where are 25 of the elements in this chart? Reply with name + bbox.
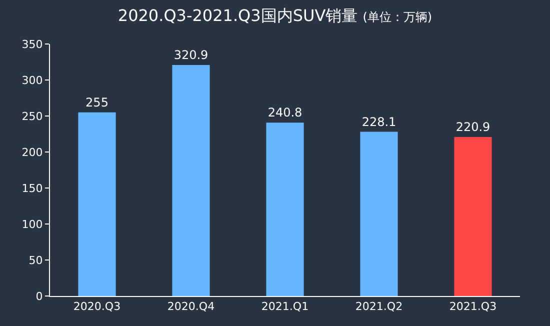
bar: [78, 112, 116, 296]
y-tick-label: 0: [36, 290, 43, 303]
y-tick-label: 350: [22, 38, 43, 51]
x-tick-label: 2020.Q3: [73, 300, 121, 314]
data-label: 220.9: [456, 120, 490, 134]
data-label: 228.1: [362, 114, 396, 129]
y-tick-label: 100: [22, 218, 43, 231]
bar: [172, 64, 210, 296]
chart-title: 2020.Q3-2021.Q3国内SUV销量: [118, 6, 358, 25]
y-tick-label: 150: [22, 182, 43, 195]
chart-subtitle: (单位：万辆): [362, 10, 432, 24]
data-label: 320.9: [174, 48, 208, 62]
x-tick-label: 2021.Q1: [261, 300, 309, 314]
data-label: 255: [86, 95, 108, 110]
bar: [266, 122, 304, 296]
bar: [454, 136, 492, 296]
y-tick-label: 50: [28, 254, 43, 267]
bar: [360, 132, 398, 296]
y-tick-label: 250: [22, 110, 43, 123]
data-label: 240.8: [268, 106, 302, 120]
x-tick-label: 2021.Q2: [355, 300, 403, 314]
y-tick-label: 300: [22, 74, 43, 87]
x-tick-label: 2020.Q4: [167, 300, 215, 314]
x-tick-label: 2021.Q3: [449, 300, 497, 314]
y-tick-label: 200: [22, 146, 43, 159]
